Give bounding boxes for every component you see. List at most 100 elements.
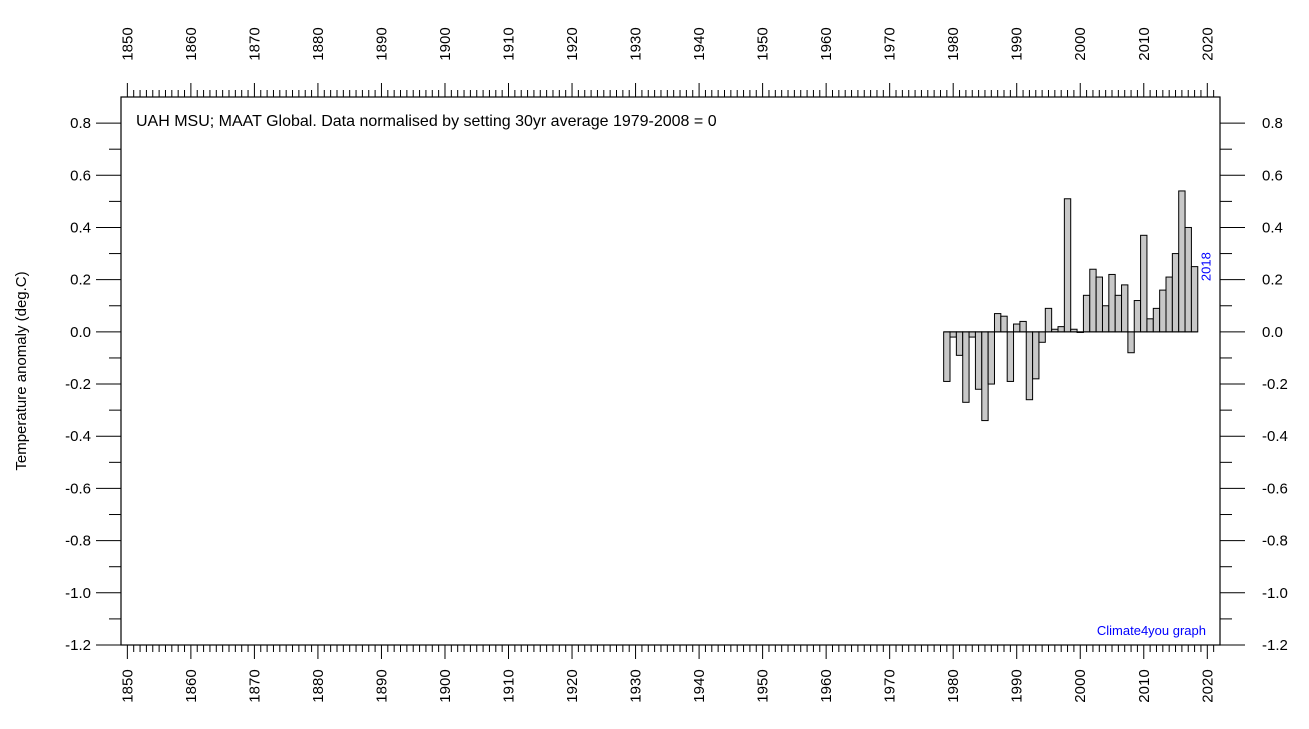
top-tick-label: 1970 <box>882 27 899 60</box>
bar <box>1121 284 1129 333</box>
bar <box>1133 300 1142 333</box>
bottom-tick-label: 1880 <box>310 669 327 702</box>
bottom-tick-label: 1890 <box>373 669 390 702</box>
plot-frame <box>120 96 1221 646</box>
bar <box>962 331 970 403</box>
bar <box>1101 305 1110 333</box>
top-tick-label: 1960 <box>818 27 835 60</box>
right-tick-label: -0.6 <box>1262 480 1288 497</box>
bar <box>1190 266 1199 333</box>
top-tick-label: 2010 <box>1136 27 1153 60</box>
bottom-tick-label: 1860 <box>183 669 200 702</box>
left-tick-label: -0.8 <box>65 533 91 550</box>
left-tick-label: -1.0 <box>65 585 91 602</box>
bar <box>1032 331 1040 380</box>
left-tick-label: 0.4 <box>70 219 91 236</box>
bottom-tick-label: 1990 <box>1009 669 1026 702</box>
bar <box>968 331 976 338</box>
top-tick-label: 1860 <box>183 27 200 60</box>
last-year-label: 2018 <box>1198 252 1213 281</box>
right-tick-label: -0.2 <box>1262 376 1288 393</box>
bar <box>1000 315 1008 333</box>
bar <box>1114 294 1123 333</box>
bottom-tick-label: 1950 <box>755 669 772 702</box>
bar <box>987 331 995 385</box>
bar <box>949 331 957 338</box>
bar <box>955 331 964 356</box>
top-tick-label: 1920 <box>564 27 581 60</box>
left-tick-label: -0.4 <box>65 428 91 445</box>
top-tick-label: 2000 <box>1072 27 1089 60</box>
left-axis-ticks: 0.8 0.6 0.4 0.2 0.0 -0.2 -0.4 -0.6 -0.8 -1.0 -1.2 <box>65 115 121 654</box>
bar <box>993 313 1002 333</box>
left-tick-label: 0.8 <box>70 115 91 132</box>
bar <box>1140 234 1148 333</box>
bottom-tick-label: 1910 <box>501 669 518 702</box>
left-tick-label: 0.0 <box>70 324 91 341</box>
bottom-tick-label: 1900 <box>437 669 454 702</box>
graph-credit: Climate4you graph <box>1097 623 1206 638</box>
bar <box>1184 226 1192 333</box>
bottom-tick-label: 1960 <box>818 669 835 702</box>
top-tick-label: 2020 <box>1199 27 1216 60</box>
bottom-tick-label: 1980 <box>945 669 962 702</box>
top-tick-label: 1870 <box>246 27 263 60</box>
left-tick-label: 0.6 <box>70 167 91 184</box>
bar <box>1057 326 1065 333</box>
bottom-tick-label: 2010 <box>1136 669 1153 702</box>
bar <box>1038 331 1046 343</box>
bottom-axis-ticks: 1850 1860 1870 1880 1890 1900 1910 1920 1930 1940… <box>119 645 1216 703</box>
y-axis-label: Temperature anomaly (deg.C) <box>13 271 30 470</box>
bar <box>1063 198 1072 333</box>
top-tick-label: 1940 <box>691 27 708 60</box>
left-tick-label: 0.2 <box>70 272 91 289</box>
bottom-tick-label: 1870 <box>246 669 263 702</box>
bar <box>1095 276 1103 333</box>
bottom-tick-label: 1930 <box>628 669 645 702</box>
right-tick-label: -1.0 <box>1262 585 1288 602</box>
right-tick-label: 0.6 <box>1262 167 1283 184</box>
right-axis-ticks: 0.8 0.6 0.4 0.2 0.0 -0.2 -0.4 -0.6 -0.8 -1.0 -1.2 <box>1220 115 1288 654</box>
left-tick-label: -0.2 <box>65 376 91 393</box>
top-axis-ticks: 1850 1860 1870 1880 1890 1900 1910 1920 1930 1940… <box>119 27 1216 97</box>
right-tick-label: 0.2 <box>1262 272 1283 289</box>
top-tick-label: 1890 <box>373 27 390 60</box>
right-tick-label: -0.8 <box>1262 533 1288 550</box>
top-tick-label: 1930 <box>628 27 645 60</box>
bar <box>1089 268 1097 333</box>
bottom-tick-label: 1940 <box>691 669 708 702</box>
top-tick-label: 1900 <box>437 27 454 60</box>
bar <box>1108 273 1116 333</box>
bar <box>1019 320 1027 333</box>
top-tick-label: 1950 <box>755 27 772 60</box>
bottom-tick-label: 1850 <box>119 669 136 702</box>
bar <box>1044 307 1053 333</box>
bottom-tick-label: 2000 <box>1072 669 1089 702</box>
top-tick-label: 1910 <box>501 27 518 60</box>
bar <box>1152 307 1161 333</box>
chart-title: UAH MSU; MAAT Global. Data normalised by… <box>136 113 717 130</box>
right-tick-label: -1.2 <box>1262 637 1288 654</box>
bar <box>1165 276 1173 333</box>
bar <box>1025 331 1034 401</box>
bar <box>1127 331 1135 354</box>
top-tick-label: 1980 <box>945 27 962 60</box>
right-tick-label: 0.8 <box>1262 115 1283 132</box>
bar <box>1171 253 1180 333</box>
bottom-tick-label: 1970 <box>882 669 899 702</box>
bar <box>981 331 989 422</box>
top-tick-label: 1850 <box>119 27 136 60</box>
left-tick-label: -1.2 <box>65 637 91 654</box>
bar <box>1082 294 1091 333</box>
anomaly-bars <box>943 190 1199 422</box>
right-tick-label: 0.4 <box>1262 219 1283 236</box>
right-tick-label: -0.4 <box>1262 428 1288 445</box>
bar <box>1013 323 1021 333</box>
top-tick-label: 1990 <box>1009 27 1026 60</box>
right-tick-label: 0.0 <box>1262 324 1283 341</box>
bar <box>1159 289 1167 333</box>
bottom-tick-label: 1920 <box>564 669 581 702</box>
bar <box>1178 190 1186 333</box>
bar <box>1006 331 1015 382</box>
